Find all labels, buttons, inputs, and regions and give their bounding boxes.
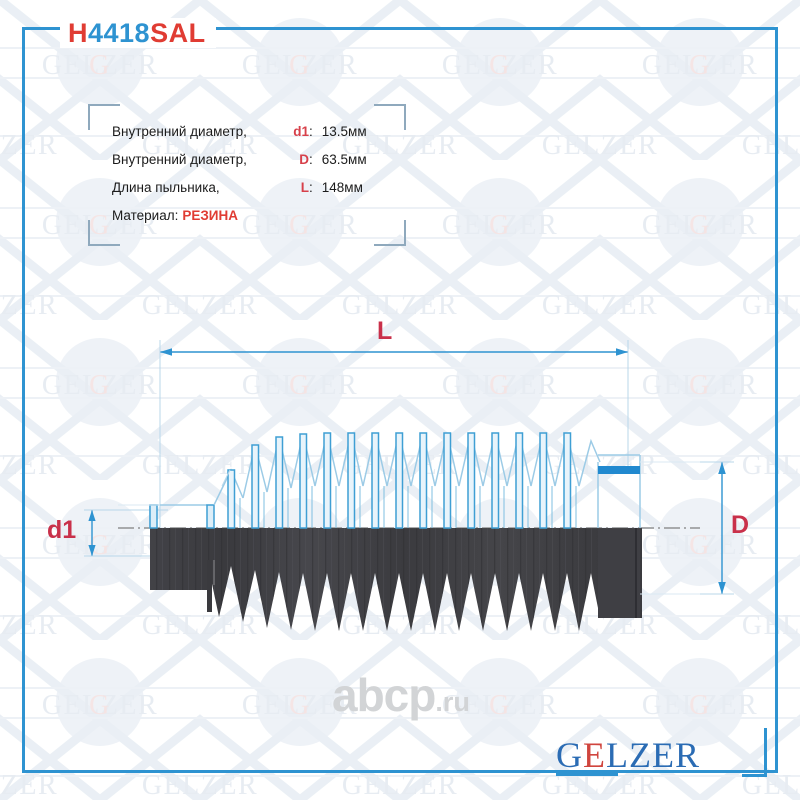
spec-label: Внутренний диаметр, xyxy=(112,152,247,167)
dimension-label-D: D xyxy=(731,511,750,539)
spec-row-inner-diameter-d1: Внутренний диаметр, d1: 13.5мм xyxy=(112,118,412,146)
abcp-watermark-tld: .ru xyxy=(435,687,470,717)
spec-row-inner-diameter-D: Внутренний диаметр, D: 63.5мм xyxy=(112,146,412,174)
material-label: Материал: xyxy=(112,208,179,223)
spec-symbol-D: D xyxy=(299,152,309,167)
spec-row-material: Материал: РЕЗИНА xyxy=(112,202,412,230)
logo-segment-e: E xyxy=(583,735,606,775)
spec-label: Внутренний диаметр, xyxy=(112,124,247,139)
abcp-watermark-name: abcp xyxy=(332,669,436,721)
spec-symbol-d1: d1 xyxy=(293,124,309,139)
spec-value-L: 148мм xyxy=(321,180,363,195)
spec-label: Длина пыльника, xyxy=(112,180,220,195)
logo-left-rule xyxy=(556,773,618,776)
gelzer-logo: GELZER xyxy=(556,735,700,775)
specification-block: Внутренний диаметр, d1: 13.5мм Внутренний … xyxy=(88,104,406,246)
title-segment-suffix: SAL xyxy=(150,18,206,48)
dimension-label-L: L xyxy=(377,317,393,345)
title-segment-prefix: H xyxy=(68,18,88,48)
specification-rows: Внутренний диаметр, d1: 13.5мм Внутренний … xyxy=(112,118,412,230)
logo-corner-bracket xyxy=(742,728,767,777)
title-segment-digits: 4418 xyxy=(88,18,151,48)
spec-value-D: 63.5мм xyxy=(321,152,367,167)
part-number-title: H4418SAL xyxy=(60,18,216,48)
logo-segment-g: G xyxy=(556,735,583,775)
spec-row-length-L: Длина пыльника, L: 148мм xyxy=(112,174,412,202)
abcp-watermark: abcp.ru xyxy=(332,672,470,725)
spec-symbol-L: L xyxy=(300,180,309,195)
spec-value-d1: 13.5мм xyxy=(321,124,367,139)
logo-segment-lzer: LZER xyxy=(606,735,700,775)
dimension-label-d1: d1 xyxy=(47,516,77,544)
material-value: РЕЗИНА xyxy=(182,208,239,223)
